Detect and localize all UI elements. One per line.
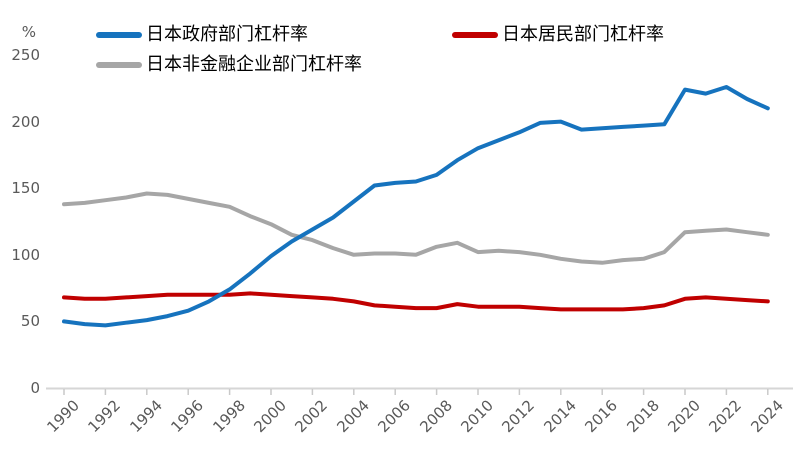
y-axis-unit-label: % [21,23,36,41]
series-line-household [62,291,770,312]
legend-item-government: 日本政府部门杠杆率 [96,25,308,45]
series-line-government [62,85,770,328]
legend-label-nonfinancial-corporate: 日本非金融企业部门杠杆率 [146,54,362,75]
legend-label-household: 日本居民部门杠杆率 [502,24,664,45]
y-axis-tick-label: 0 [30,379,40,397]
legend-item-household: 日本居民部门杠杆率 [452,25,664,45]
y-axis-tick-label: 50 [20,312,40,331]
legend-label-government: 日本政府部门杠杆率 [146,24,308,45]
y-axis-tick-label: 100 [11,245,40,264]
legend-marker-household-line [452,32,498,38]
y-axis-tick-label: 250 [11,46,40,64]
y-axis-tick-label: 150 [11,179,40,198]
series-line-nonfinancial-corporate [62,191,770,265]
legend-marker-nonfinancial-corporate-line [96,62,142,68]
y-axis-tick-label: 200 [11,112,40,131]
legend-marker-government-line [96,32,142,38]
legend-item-nonfinancial-corporate: 日本非金融企业部门杠杆率 [96,55,362,75]
